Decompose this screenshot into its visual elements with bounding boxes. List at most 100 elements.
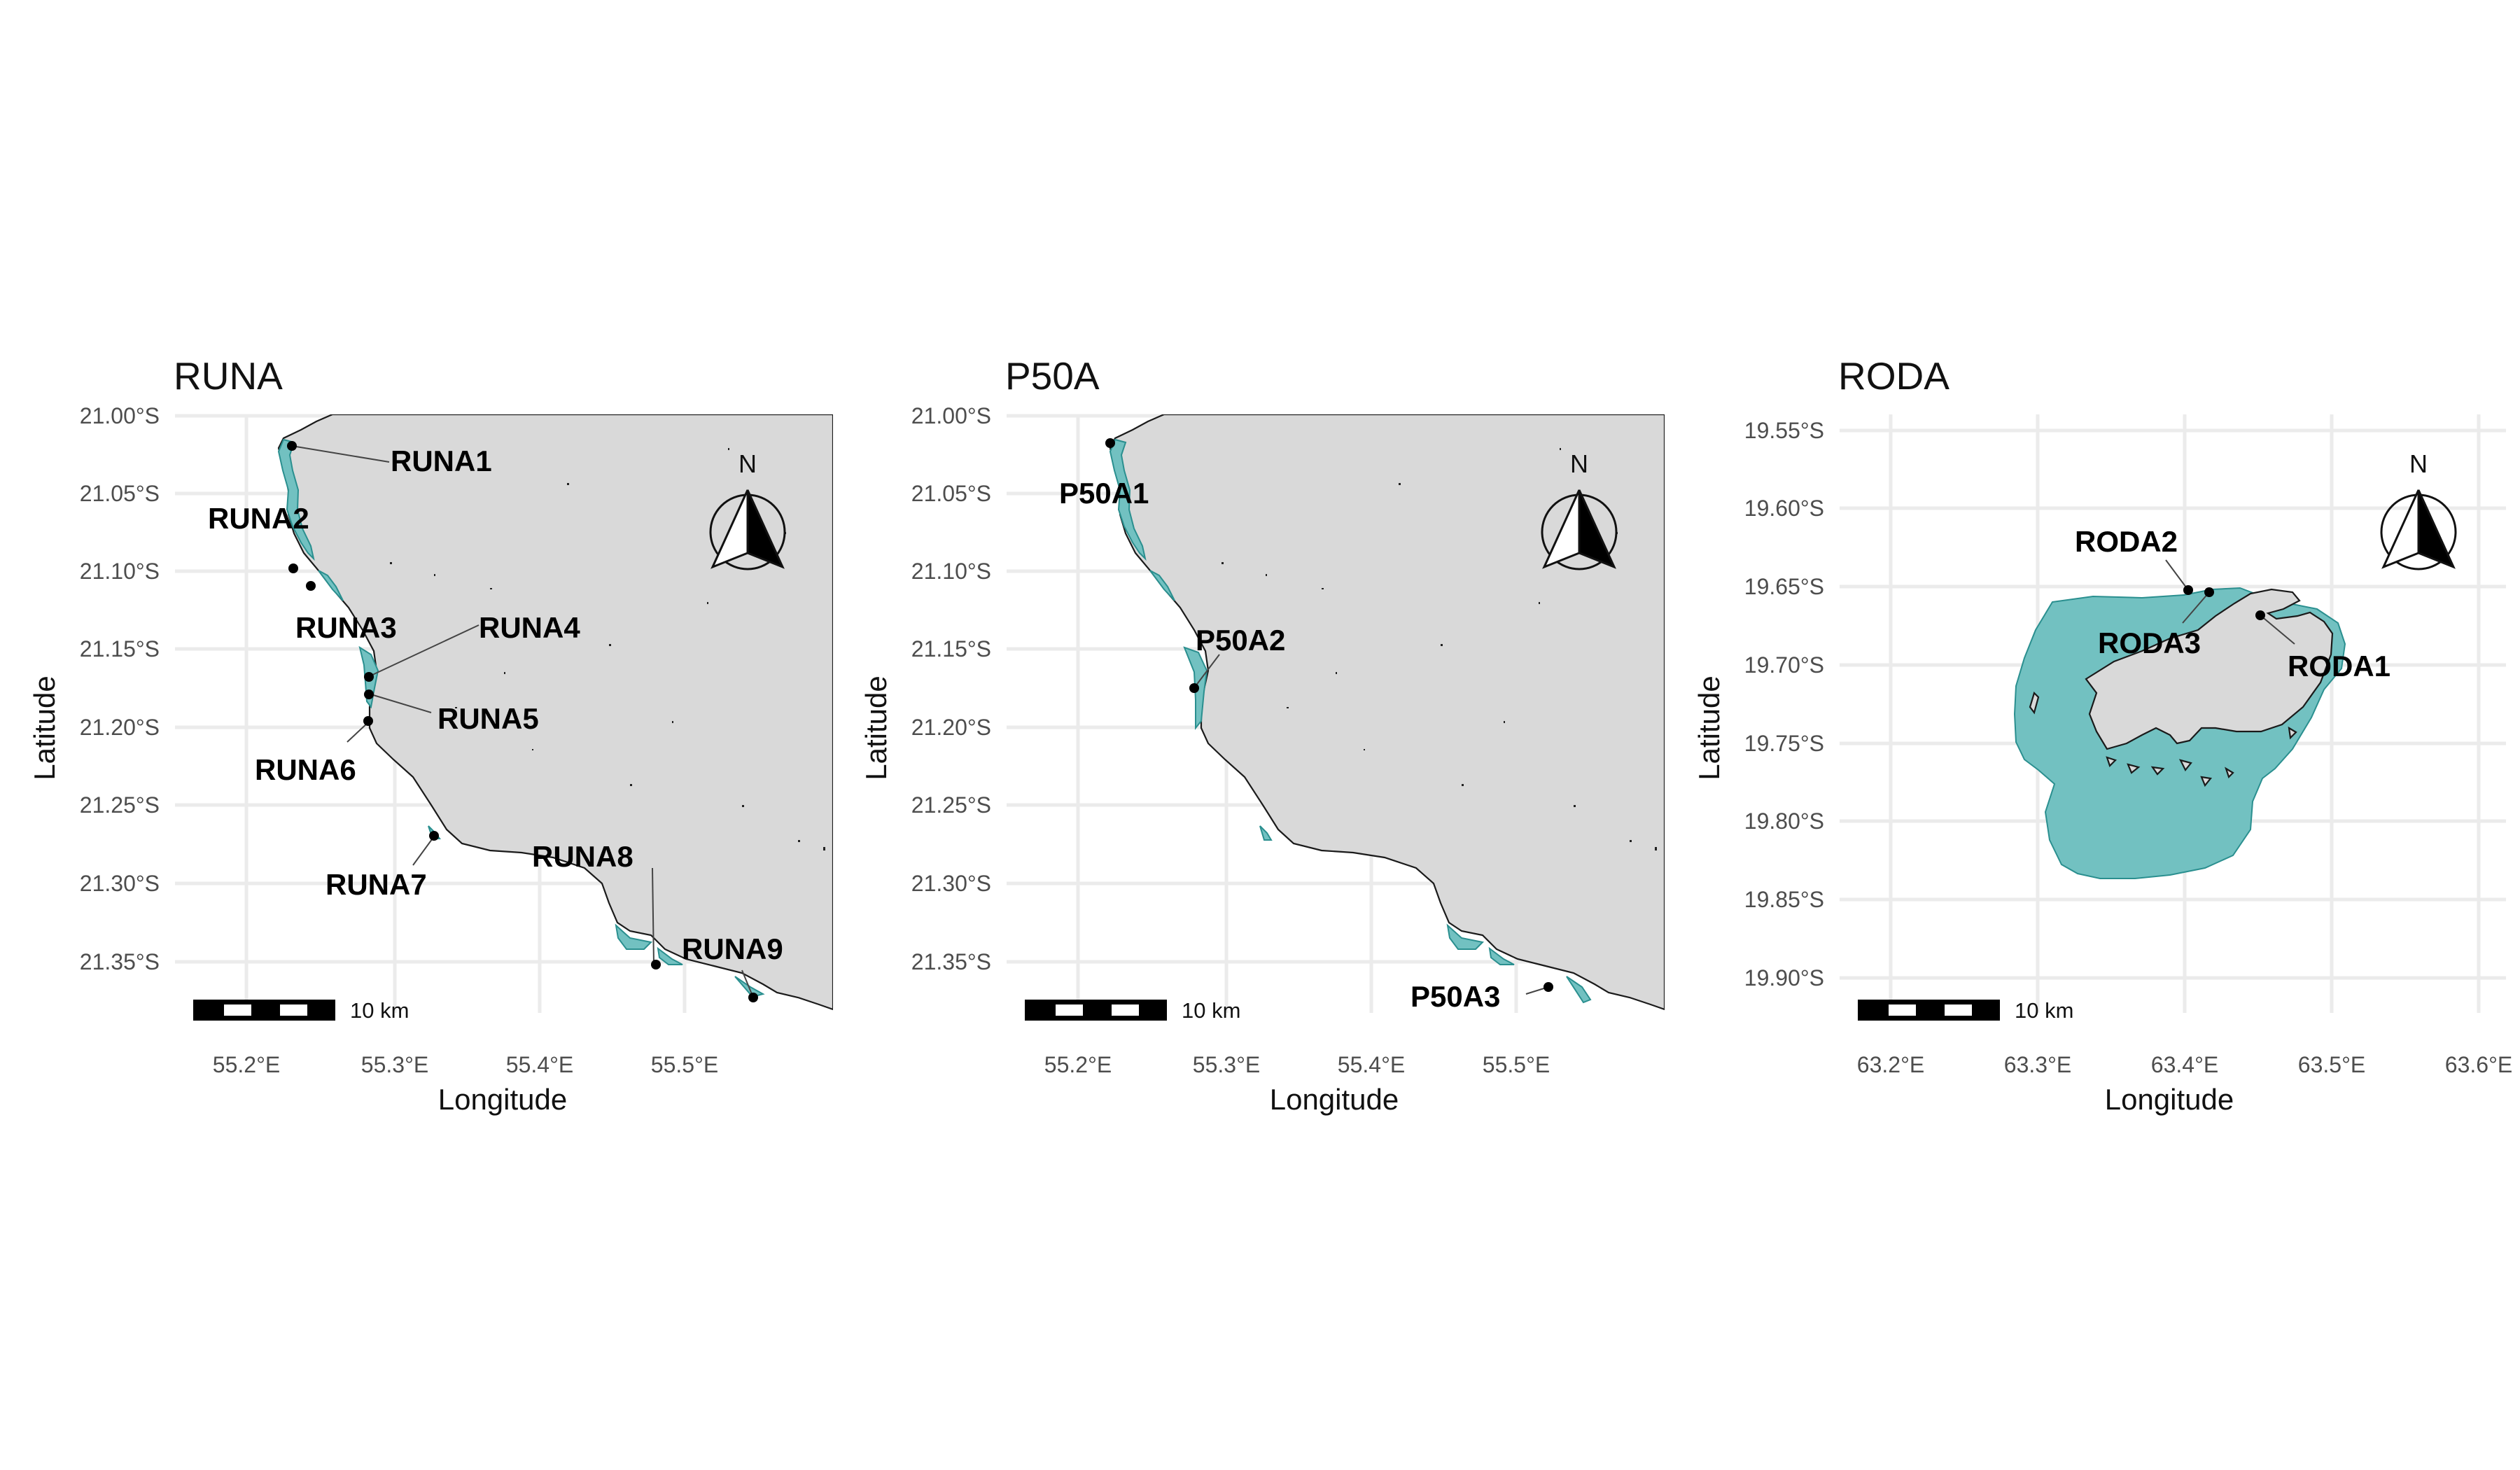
x-tick-label: 63.5°E: [2298, 1052, 2365, 1077]
y-tick-label: 21.00°S: [911, 403, 991, 428]
y-tick-label: 21.30°S: [80, 871, 160, 896]
x-tick-label: 55.3°E: [1193, 1052, 1260, 1077]
panel-title: RODA: [1838, 354, 1949, 398]
x-tick-label: 55.2°E: [213, 1052, 280, 1077]
site-label-runa8: RUNA8: [532, 840, 634, 873]
site-label-runa4: RUNA4: [479, 611, 580, 644]
site-marker: [1105, 438, 1115, 448]
north-arrow: N: [1541, 449, 1618, 570]
y-tick-label: 19.80°S: [1744, 808, 1824, 834]
panel-title: RUNA: [174, 354, 283, 398]
x-axis-title: Longitude: [2105, 1083, 2234, 1116]
y-tick-label: 21.25°S: [911, 792, 991, 818]
x-axis-title: Longitude: [438, 1083, 568, 1116]
site-label-runa7: RUNA7: [326, 868, 427, 901]
site-marker: [287, 441, 297, 451]
site-marker: [1189, 683, 1199, 693]
x-tick-label: 55.5°E: [1483, 1052, 1550, 1077]
y-tick-label: 19.65°S: [1744, 574, 1824, 599]
site-label-roda2: RODA2: [2075, 525, 2178, 558]
y-tick-label: 21.20°S: [80, 715, 160, 740]
y-axis-ticks: 21.00°S 21.05°S 21.10°S 21.15°S 21.20°S …: [80, 403, 160, 974]
site-marker: [364, 690, 374, 699]
north-label: N: [2409, 449, 2428, 478]
site-label-p50a3: P50A3: [1410, 980, 1500, 1013]
site-marker: [1544, 982, 1553, 992]
site-labels: P50A1 P50A2 P50A3: [1059, 438, 1553, 1013]
site-labels: RUNA1 RUNA2 RUNA3 RUNA4 RUNA5 RUNA6 RUNA…: [208, 441, 783, 1002]
y-tick-label: 21.35°S: [911, 949, 991, 974]
site-label-p50a2: P50A2: [1196, 624, 1285, 657]
rodrigues-island-land: [2085, 588, 2334, 750]
site-label-roda1: RODA1: [2288, 650, 2390, 682]
y-tick-label: 19.85°S: [1744, 887, 1824, 912]
y-tick-label: 19.90°S: [1744, 965, 1824, 990]
north-label: N: [1570, 449, 1588, 478]
x-tick-label: 55.4°E: [506, 1052, 573, 1077]
scale-bar: 10 km: [193, 998, 409, 1023]
y-tick-label: 19.55°S: [1744, 418, 1824, 443]
site-label-p50a1: P50A1: [1059, 477, 1149, 510]
scale-bar: 10 km: [1858, 998, 2073, 1023]
y-tick-label: 21.05°S: [911, 481, 991, 506]
y-tick-label: 21.25°S: [80, 792, 160, 818]
panel-p50a: P50A: [860, 354, 1665, 1116]
x-axis-ticks: 55.2°E 55.3°E 55.4°E 55.5°E: [213, 1052, 718, 1077]
site-labels: RODA1 RODA2 RODA3: [2075, 525, 2390, 682]
x-tick-label: 55.3°E: [361, 1052, 428, 1077]
panel-runa: RUNA: [28, 354, 833, 1116]
north-arrow: N: [2380, 449, 2457, 570]
y-tick-label: 19.60°S: [1744, 496, 1824, 521]
y-tick-label: 21.10°S: [80, 559, 160, 584]
x-tick-label: 63.3°E: [2004, 1052, 2071, 1077]
panel-roda: RODA: [1693, 354, 2512, 1116]
x-tick-label: 55.5°E: [651, 1052, 718, 1077]
y-axis-title: Latitude: [860, 676, 892, 780]
site-marker: [651, 960, 661, 969]
site-marker: [363, 716, 373, 726]
scale-bar-label: 10 km: [350, 998, 409, 1023]
site-label-runa6: RUNA6: [255, 753, 356, 786]
y-axis-title: Latitude: [1693, 676, 1726, 780]
north-label: N: [738, 449, 757, 478]
site-label-runa9: RUNA9: [682, 932, 783, 965]
x-axis-ticks: 55.2°E 55.3°E 55.4°E 55.5°E: [1044, 1052, 1550, 1077]
site-marker: [2204, 587, 2214, 597]
site-marker: [748, 993, 758, 1002]
scale-bar-label: 10 km: [2015, 998, 2073, 1023]
site-label-runa5: RUNA5: [438, 702, 539, 735]
y-axis-ticks: 21.00°S 21.05°S 21.10°S 21.15°S 21.20°S …: [911, 403, 991, 974]
x-tick-label: 63.2°E: [1857, 1052, 1924, 1077]
y-axis-title: Latitude: [28, 676, 61, 780]
panel-title: P50A: [1005, 354, 1100, 398]
site-label-roda3: RODA3: [2098, 626, 2201, 659]
x-tick-label: 63.6°E: [2445, 1052, 2512, 1077]
x-axis-ticks: 63.2°E 63.3°E 63.4°E 63.5°E 63.6°E: [1857, 1052, 2512, 1077]
y-tick-label: 21.30°S: [911, 871, 991, 896]
terrain-specks: [390, 448, 825, 850]
y-tick-label: 21.35°S: [80, 949, 160, 974]
y-tick-label: 21.00°S: [80, 403, 160, 428]
site-marker: [429, 831, 439, 841]
site-label-runa3: RUNA3: [295, 611, 397, 644]
north-arrow: N: [709, 449, 786, 570]
scale-bar: 10 km: [1025, 998, 1240, 1023]
y-tick-label: 19.75°S: [1744, 731, 1824, 756]
y-axis-ticks: 19.55°S 19.60°S 19.65°S 19.70°S 19.75°S …: [1744, 418, 1824, 990]
y-tick-label: 21.15°S: [80, 636, 160, 662]
x-axis-title: Longitude: [1270, 1083, 1399, 1116]
scale-bar-label: 10 km: [1182, 998, 1240, 1023]
y-tick-label: 21.15°S: [911, 636, 991, 662]
x-tick-label: 55.4°E: [1338, 1052, 1405, 1077]
x-tick-label: 63.4°E: [2151, 1052, 2218, 1077]
site-marker: [306, 581, 316, 591]
y-tick-label: 19.70°S: [1744, 652, 1824, 678]
x-tick-label: 55.2°E: [1044, 1052, 1112, 1077]
site-marker: [288, 564, 298, 573]
site-marker: [364, 672, 374, 682]
y-tick-label: 21.10°S: [911, 559, 991, 584]
rodrigues-map: [2013, 587, 2346, 879]
y-tick-label: 21.20°S: [911, 715, 991, 740]
y-tick-label: 21.05°S: [80, 481, 160, 506]
